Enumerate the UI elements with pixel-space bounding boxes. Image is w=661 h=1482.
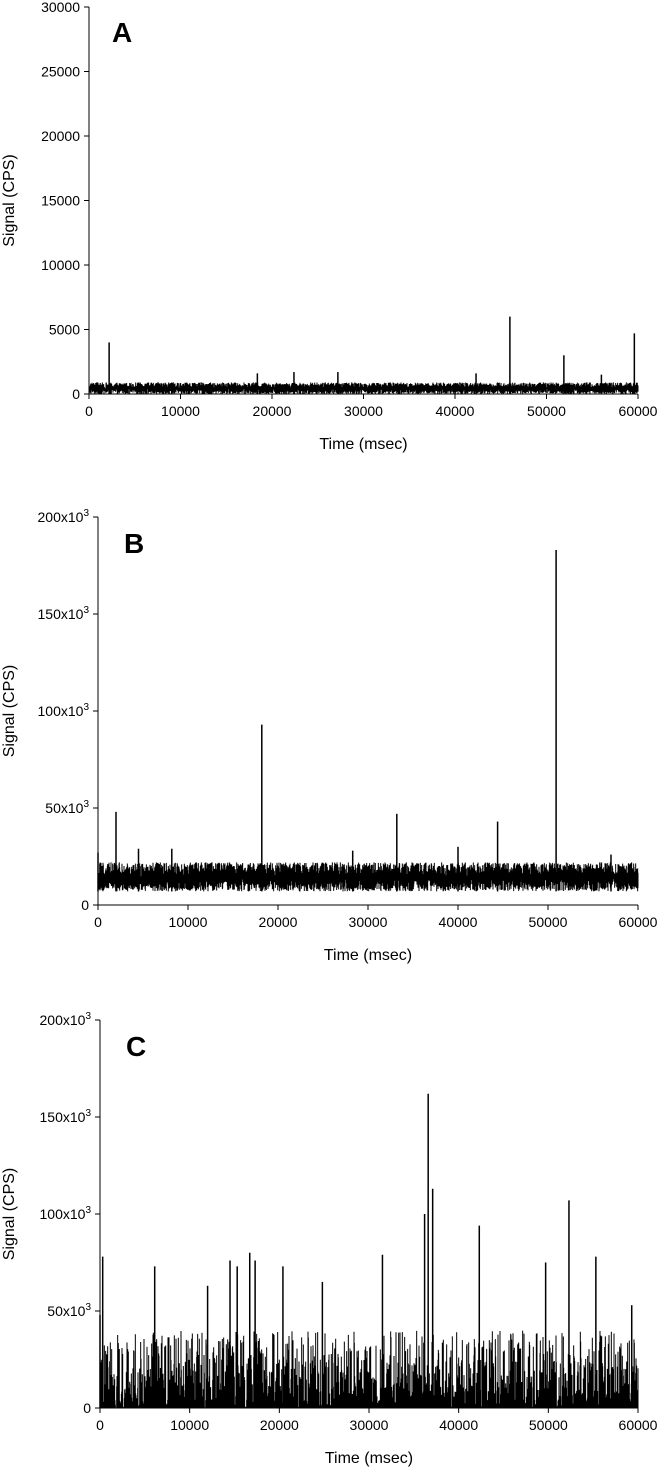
chart-a-ytick-label-3: 15000 xyxy=(41,193,80,209)
chart-c-xtick-label-6: 60000 xyxy=(619,1417,658,1433)
chart-a-xtick-label-6: 60000 xyxy=(619,403,658,419)
chart-b-xtick-label-6: 60000 xyxy=(619,914,658,930)
chart-a-ytick-label-6: 30000 xyxy=(41,0,80,15)
chart-a-svg: 0 5000 10000 15000 20000 25000 30000 0 10000 2000… xyxy=(1,0,658,453)
chart-b-y-axis-title: Signal (CPS) xyxy=(1,665,18,757)
chart-c-noise-trace xyxy=(99,1330,639,1408)
chart-a-ytick-label-5: 25000 xyxy=(41,64,80,80)
chart-c-ytick-label-1: 50x103 xyxy=(47,1302,91,1319)
chart-c-xtick-label-4: 40000 xyxy=(439,1417,478,1433)
chart-b-xtick-label-4: 40000 xyxy=(439,914,478,930)
chart-a-ytick-label-2: 10000 xyxy=(41,257,80,273)
chart-c-panel-label: C xyxy=(126,1031,146,1062)
chart-b-ytick-label-3: 150x103 xyxy=(38,605,90,622)
chart-c-xtick-label-2: 20000 xyxy=(260,1417,299,1433)
chart-b-xtick-label-2: 20000 xyxy=(259,914,298,930)
chart-c-xtick-label-1: 10000 xyxy=(170,1417,209,1433)
chart-b-ytick-label-0: 0 xyxy=(81,897,89,913)
chart-b-svg: 0 50x103 100x103 150x103 200x103 0 10000 20000 3… xyxy=(1,508,658,964)
chart-b-panel-label: B xyxy=(124,528,144,559)
chart-b-ytick-label-2: 100x103 xyxy=(38,702,90,719)
chart-a-ytick-label-1: 5000 xyxy=(49,322,80,338)
chart-b-xtick-label-0: 0 xyxy=(94,914,102,930)
chart-c-ytick-label-3: 150x103 xyxy=(40,1108,92,1125)
chart-a-ytick-label-4: 20000 xyxy=(41,128,80,144)
chart-a-noise-trace xyxy=(88,382,639,394)
chart-c-ytick-label-2: 100x103 xyxy=(40,1205,92,1222)
chart-c-xtick-label-0: 0 xyxy=(96,1417,104,1433)
chart-a-xtick-label-3: 30000 xyxy=(344,403,383,419)
chart-b-noise-trace xyxy=(97,862,639,892)
chart-a-xtick-label-1: 10000 xyxy=(161,403,200,419)
chart-b-xtick-label-3: 30000 xyxy=(349,914,388,930)
chart-a-xtick-label-0: 0 xyxy=(85,403,93,419)
chart-c-xtick-label-5: 50000 xyxy=(529,1417,568,1433)
chart-panel-c: 0 50x103 100x103 150x103 200x103 0 10000 20000 3… xyxy=(0,1008,661,1482)
chart-c-x-axis-title: Time (msec) xyxy=(325,1450,413,1467)
chart-a-x-axis-title: Time (msec) xyxy=(319,436,407,453)
chart-panel-a: 0 5000 10000 15000 20000 25000 30000 0 10000 2000… xyxy=(0,0,661,470)
chart-a-xtick-label-2: 20000 xyxy=(253,403,292,419)
chart-a-y-axis-title: Signal (CPS) xyxy=(1,154,18,246)
chart-c-y-axis-title: Signal (CPS) xyxy=(1,1168,18,1260)
chart-c-ytick-label-4: 200x103 xyxy=(40,1011,92,1028)
chart-b-ytick-label-1: 50x103 xyxy=(45,799,89,816)
chart-a-xtick-label-4: 40000 xyxy=(436,403,475,419)
chart-c-xtick-label-3: 30000 xyxy=(350,1417,389,1433)
chart-b-xtick-label-1: 10000 xyxy=(169,914,208,930)
chart-a-xtick-label-5: 50000 xyxy=(527,403,566,419)
chart-a-panel-label: A xyxy=(112,17,132,48)
chart-panel-b: 0 50x103 100x103 150x103 200x103 0 10000 20000 3… xyxy=(0,505,661,985)
chart-b-xtick-label-5: 50000 xyxy=(529,914,568,930)
chart-b-x-axis-title: Time (msec) xyxy=(324,947,412,964)
chart-b-ytick-label-4: 200x103 xyxy=(38,508,90,525)
chart-c-svg: 0 50x103 100x103 150x103 200x103 0 10000 20000 3… xyxy=(1,1011,658,1467)
chart-a-ytick-label-0: 0 xyxy=(72,386,80,402)
chart-c-ytick-label-0: 0 xyxy=(83,1400,91,1416)
